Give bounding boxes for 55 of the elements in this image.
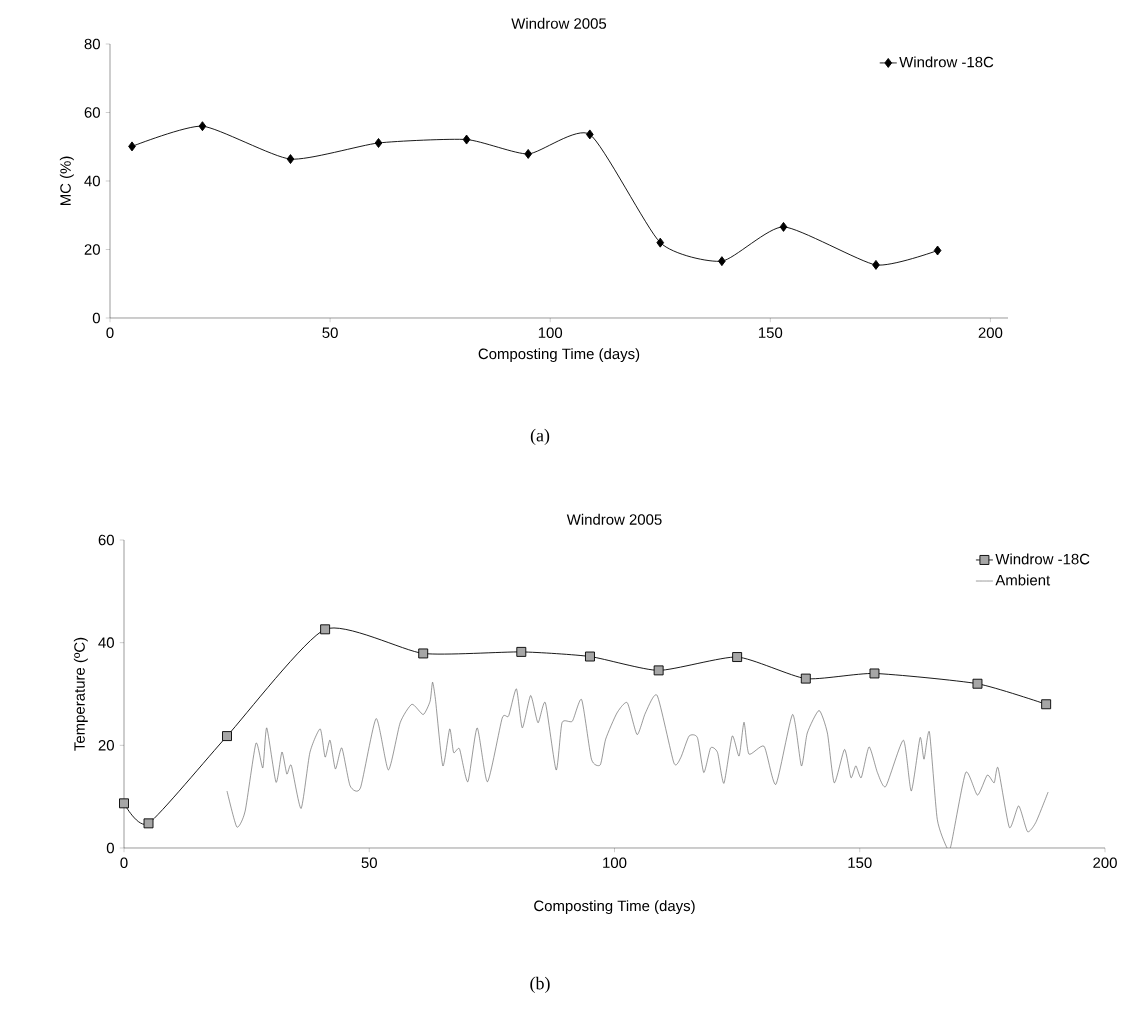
x-tick-label: 200 [978,327,1003,338]
y-tick-label: 20 [84,244,100,255]
point [119,798,129,809]
point [143,818,154,829]
point [869,668,880,679]
legend-label: Windrow -18C [995,553,1090,565]
point [972,678,983,689]
y-tick-label: 60 [98,534,114,546]
x-axis-title: Composting Time (days) [478,348,640,363]
point [800,673,811,684]
point [418,648,429,659]
x-axis-title: Composting Time (days) [534,900,695,915]
point [320,624,331,635]
point [524,148,533,159]
y-tick-label: 40 [98,637,114,648]
text: (b) [530,976,550,994]
x-tick-label: 100 [603,857,627,869]
point [933,245,942,256]
point [779,221,788,232]
x-tick-label: 150 [848,857,872,869]
chart-title: Windrow 2005 [566,513,662,525]
y-axis-title: MC (%) [59,156,74,206]
x-tick-label: 200 [1093,857,1117,869]
point [128,141,136,152]
legend-label: Windrow -18C [899,56,994,68]
y-tick-label: 20 [98,740,114,751]
point [586,129,594,140]
x-tick-label: 50 [322,327,338,338]
y-tick-label: 0 [106,842,114,854]
point [732,652,743,662]
point [374,138,383,148]
x-tick-label: 50 [361,857,377,869]
point [198,121,207,132]
x-tick-label: 100 [538,327,563,338]
y-axis-title: Temperature (ºC) [73,637,88,751]
point [286,154,295,165]
x-tick-label: 0 [120,857,128,869]
point [653,665,664,676]
line-series [226,681,1049,848]
point [462,134,471,145]
point [656,237,665,248]
point [585,651,595,662]
x-tick-label: 150 [758,327,783,338]
point [516,646,527,657]
y-tick-label: 60 [84,107,100,118]
y-tick-label: 80 [84,38,100,50]
point [872,259,880,270]
point [718,256,726,267]
legend-label: Ambient [995,574,1051,586]
point [222,731,232,742]
chart-title: Windrow 2005 [511,17,607,29]
y-tick-label: 0 [92,312,100,324]
point [1041,699,1052,710]
y-tick-label: 40 [84,175,100,187]
text: (a) [530,428,550,446]
